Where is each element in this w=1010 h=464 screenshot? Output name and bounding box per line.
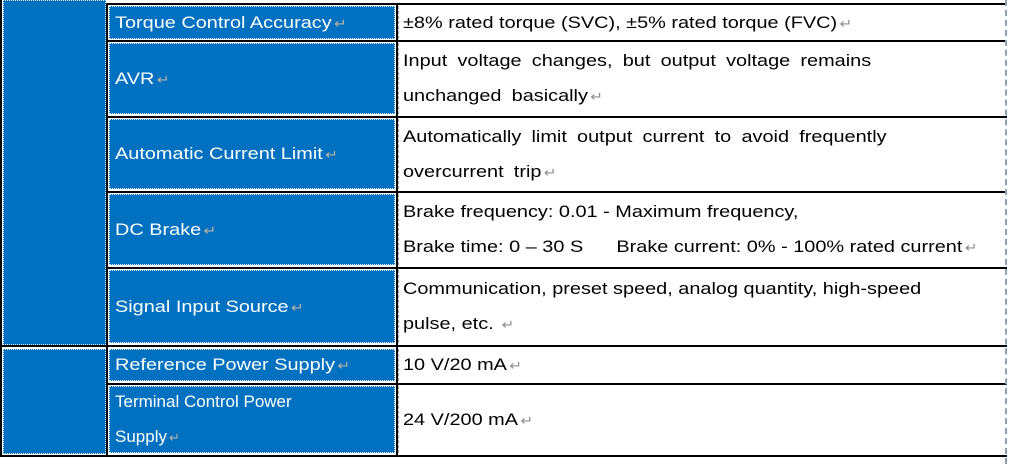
paragraph-mark: ↵ <box>964 240 978 255</box>
content-line-text: overcurrent trip <box>403 161 542 181</box>
paragraph-mark: ↵ <box>520 412 534 428</box>
content-line-text: Brake frequency: 0.01 - Maximum frequenc… <box>403 202 799 221</box>
label-text: Signal Input Source <box>115 296 289 316</box>
content-line-text: 24 V/200 mA <box>403 409 518 429</box>
row-border-5-full <box>0 345 1007 347</box>
page-text-boundary <box>1005 0 1007 464</box>
label-text: Terminal Control Power <box>115 392 292 411</box>
row-border-1 <box>108 40 1007 42</box>
row-content-reference-power-supply: 10 V/20 mA ↵ <box>398 349 1006 381</box>
table-left-border <box>0 0 2 457</box>
category-cell-top <box>3 0 106 345</box>
content-line-text: 10 V/20 mA <box>403 355 507 374</box>
paragraph-mark: ↵ <box>325 147 338 162</box>
label-text: Reference Power Supply <box>115 355 336 374</box>
paragraph-mark: ↵ <box>590 89 604 104</box>
column-divider-2 <box>396 3 398 457</box>
row-content-automatic-current-limit: Automatically limit output current to av… <box>398 119 1006 189</box>
row-content-signal-input-source: Communication, preset speed, analog quan… <box>398 270 1006 343</box>
content-line-text: pulse, etc. <box>403 314 500 333</box>
column-divider-1 <box>106 3 108 457</box>
content-line-text: Brake time: 0 – 30 S Brake current: 0% -… <box>403 237 963 256</box>
row-label-dc-brake: DC Brake ↵ <box>109 194 395 265</box>
row-content-torque-control-accuracy: ±8% rated torque (SVC), ±5% rated torque… <box>398 6 1006 39</box>
content-line-text: Communication, preset speed, analog quan… <box>403 279 922 298</box>
content-line-text: Input voltage changes, but output voltag… <box>403 51 872 70</box>
content-line-text: unchanged basically <box>403 86 588 105</box>
row-label-signal-input-source: Signal Input Source ↵ <box>109 270 395 343</box>
row-border-2 <box>108 116 1007 118</box>
paragraph-mark: ↵ <box>203 222 217 238</box>
label-text: Torque Control Accuracy <box>115 12 332 32</box>
row-content-avr: Input voltage changes, but output voltag… <box>398 43 1006 114</box>
paragraph-mark: ↵ <box>156 71 170 87</box>
row-border-3 <box>108 191 1007 193</box>
row-label-reference-power-supply: Reference Power Supply ↵ <box>109 349 395 381</box>
row-label-avr: AVR ↵ <box>109 43 395 114</box>
row-border-4 <box>108 267 1007 269</box>
paragraph-mark: ↵ <box>839 15 853 31</box>
paragraph-mark: ↵ <box>168 430 180 445</box>
label-text: Automatic Current Limit <box>115 144 323 163</box>
paragraph-mark: ↵ <box>501 317 515 332</box>
content-line-text: ±8% rated torque (SVC), ±5% rated torque… <box>403 12 838 32</box>
label-text: AVR <box>115 68 155 88</box>
row-label-automatic-current-limit: Automatic Current Limit ↵ <box>109 119 395 189</box>
row-content-dc-brake: Brake frequency: 0.01 - Maximum frequenc… <box>398 194 1006 265</box>
row-border-6 <box>108 383 1007 385</box>
paragraph-mark: ↵ <box>290 299 304 315</box>
row-label-terminal-control-power-supply: Terminal Control Power Supply ↵ <box>109 386 395 453</box>
row-label-torque-control-accuracy: Torque Control Accuracy ↵ <box>109 6 395 39</box>
paragraph-mark: ↵ <box>543 164 557 180</box>
row-border-top <box>106 3 1007 5</box>
content-line-text: Automatically limit output current to av… <box>403 126 887 146</box>
paragraph-mark: ↵ <box>334 15 347 31</box>
row-content-terminal-control-power-supply: 24 V/200 mA ↵ <box>398 386 1006 453</box>
paragraph-mark: ↵ <box>337 358 351 373</box>
paragraph-mark: ↵ <box>509 358 523 373</box>
row-border-bottom <box>0 455 1007 457</box>
label-text: DC Brake <box>115 219 202 239</box>
label-text: Supply <box>115 427 167 446</box>
category-cell-bottom <box>3 349 106 454</box>
